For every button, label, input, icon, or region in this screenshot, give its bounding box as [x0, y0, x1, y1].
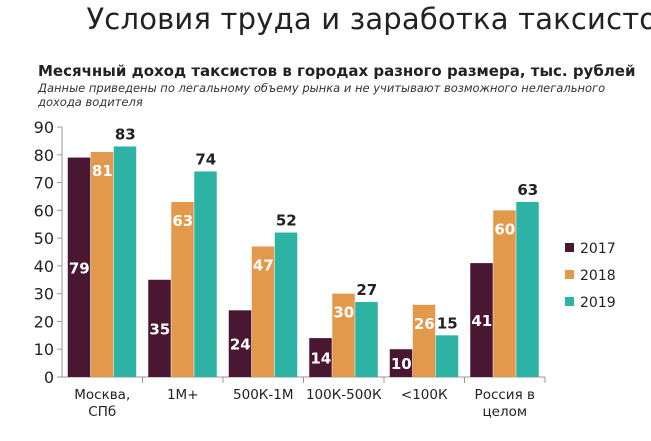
legend-label: 2018	[580, 268, 616, 284]
x-tick-label: целом	[482, 404, 527, 420]
bar-2019	[113, 146, 137, 377]
data-label: 35	[149, 320, 170, 338]
bar-2017	[228, 310, 252, 377]
x-tick-label: 500К-1М	[233, 387, 293, 403]
x-tick-label: 100К-500К	[306, 387, 382, 403]
y-tick-label: 20	[34, 312, 54, 331]
bar-2019	[435, 335, 459, 377]
data-label: 83	[115, 125, 136, 143]
chart-title: Месячный доход таксистов в городах разно…	[38, 62, 636, 80]
y-tick-label: 90	[34, 118, 54, 137]
data-label: 30	[333, 304, 354, 322]
bar-2017	[67, 157, 91, 377]
bar-2018	[90, 152, 114, 377]
data-label: 15	[437, 314, 458, 332]
bar-2018	[171, 202, 194, 377]
bar-2017	[309, 338, 332, 377]
bar-2019	[274, 232, 298, 377]
legend-label: 2019	[580, 295, 616, 311]
data-label: 24	[230, 336, 251, 354]
bar-2019	[194, 171, 217, 377]
bar-2018	[251, 246, 275, 377]
x-tick-label: <100К	[401, 387, 448, 403]
page-title-text: Условия труда и заработка таксистов	[86, 2, 651, 36]
bar-2018	[332, 293, 355, 377]
bar-2018	[412, 304, 436, 377]
data-label: 14	[310, 350, 331, 368]
y-tick-label: 40	[34, 257, 54, 276]
page-title: Условия труда и заработка таксистов	[0, 2, 651, 36]
x-tick-label: 1М+	[167, 387, 199, 403]
data-label: 47	[253, 256, 274, 274]
data-label: 10	[391, 355, 412, 373]
y-tick-label: 70	[34, 174, 54, 193]
legend-label: 2017	[580, 241, 616, 257]
data-label: 81	[92, 162, 113, 180]
y-tick-label: 10	[34, 340, 54, 359]
bar-2017	[470, 263, 493, 377]
legend-swatch-2019	[565, 297, 574, 306]
bar-2017	[148, 279, 171, 377]
bar-2017	[389, 349, 413, 377]
y-tick-label: 80	[34, 146, 54, 165]
data-label: 41	[471, 312, 492, 330]
data-label: 27	[356, 281, 377, 299]
y-tick-label: 60	[34, 201, 54, 220]
bar-2019	[355, 302, 378, 377]
y-tick-label: 30	[34, 285, 54, 304]
x-tick-label: Россия в	[475, 387, 535, 403]
x-tick-label: Москва,	[74, 387, 130, 403]
bar-2018	[493, 210, 516, 377]
data-label: 52	[276, 212, 297, 230]
data-label: 63	[517, 181, 538, 199]
data-label: 26	[414, 315, 435, 333]
bar-2019	[516, 202, 539, 377]
x-tick-label: СПб	[88, 404, 116, 420]
legend-swatch-2018	[565, 270, 574, 279]
data-label: 63	[172, 212, 193, 230]
y-tick-label: 50	[34, 229, 54, 248]
y-tick-label: 0	[44, 368, 54, 387]
data-label: 74	[195, 150, 216, 168]
data-label: 60	[494, 220, 515, 238]
legend-swatch-2017	[565, 243, 574, 252]
data-label: 79	[69, 259, 90, 277]
chart-subtitle: Данные приведены по легальному объему ры…	[38, 81, 606, 109]
